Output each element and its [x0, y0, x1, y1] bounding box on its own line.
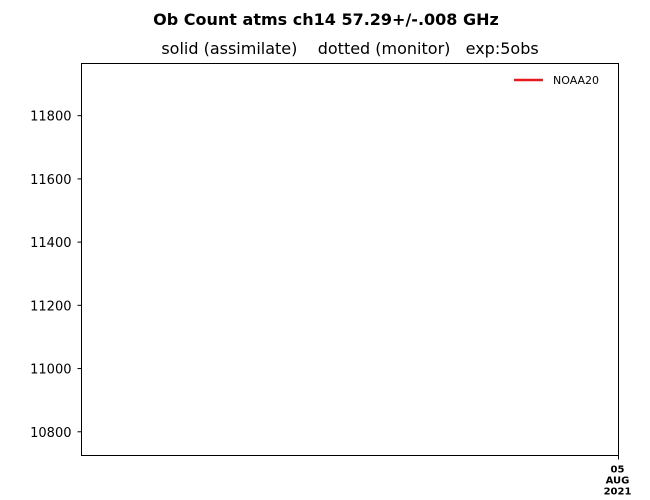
y-tick-label: 11800 [30, 110, 71, 125]
y-tick-label: 11000 [30, 363, 71, 378]
legend: NOAA20 [514, 74, 599, 87]
y-tick-label: 11200 [30, 299, 71, 314]
chart-subtitle: solid (assimilate) dotted (monitor) exp:… [161, 39, 538, 58]
y-tick-label: 10800 [30, 426, 71, 441]
x-tick-label: 05 [611, 465, 625, 476]
y-axis: 10800 11000 11200 11400 11600 11800 [30, 110, 82, 441]
legend-label: NOAA20 [553, 74, 599, 87]
chart-title: Ob Count atms ch14 57.29+/-.008 GHz [153, 10, 499, 29]
y-tick-label: 11600 [30, 173, 71, 188]
y-tick-label: 11400 [30, 236, 71, 251]
x-tick-label: 2021 [604, 487, 632, 498]
x-tick-label: AUG [606, 476, 630, 487]
plot-area [81, 63, 619, 456]
